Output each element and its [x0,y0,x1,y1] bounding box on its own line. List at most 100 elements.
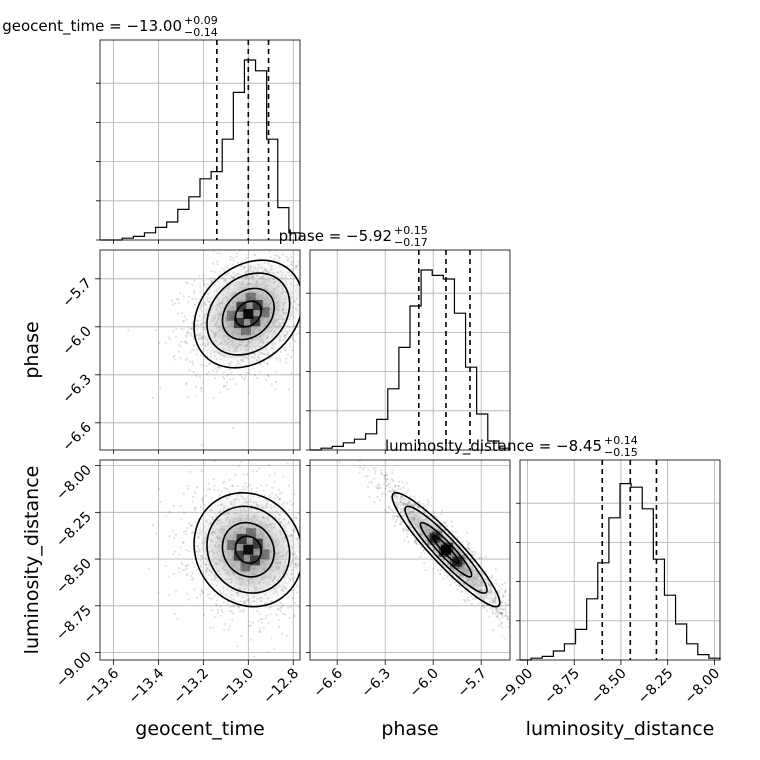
scatter-point [228,478,231,482]
scatter-point [306,255,308,257]
scatter-point [300,281,302,283]
scatter-point [182,540,185,544]
scatter-point [270,637,273,640]
scatter-point [301,549,303,551]
scatter-point [280,491,283,494]
axes-frame [519,459,721,661]
scatter-point [265,614,268,617]
scatter-point [432,567,435,570]
scatter-point [306,567,308,569]
scatter-point [260,484,263,487]
scatter-point [391,469,394,472]
scatter-point [406,535,409,539]
scatter-point [446,524,449,528]
scatter-point [460,590,463,593]
scatter-point [449,583,452,587]
scatter-point [302,509,304,511]
scatter-point [193,506,196,509]
scatter-point [185,357,189,360]
scatter-point [264,617,267,620]
scatter-point [243,378,246,381]
scatter-point [376,495,379,498]
scatter-point [249,638,252,642]
scatter-point [304,324,306,326]
hist-step-phase [310,269,511,451]
scatter-point [178,343,181,346]
panel-inner [127,242,308,447]
scatter-point [413,541,416,544]
scatter-point [198,274,201,277]
scatter-point [175,328,178,331]
scatter-point [505,589,508,592]
scatter-point [176,312,180,315]
scatter-point [496,613,499,616]
scatter-point [154,328,157,332]
scatter-point [267,375,270,378]
scatter-point [304,485,306,487]
scatter-point [393,524,396,528]
scatter-point [187,563,190,567]
scatter-point [298,262,300,265]
scatter-point [151,396,154,399]
scatter-point [281,632,284,635]
title-text: geocent_time = −13.00 [2,17,182,36]
scatter-point [202,591,205,594]
scatter-point [284,613,287,616]
scatter-point [236,252,239,255]
scatter-point [290,372,293,375]
scatter-point [193,292,196,295]
scatter-point [207,488,210,491]
scatter-point [301,292,303,294]
scatter-point [231,618,234,621]
scatter-point [290,503,293,506]
density-cell [243,544,254,555]
scatter-point [401,481,404,484]
scatter-point [180,311,184,315]
scatter-point [245,473,249,476]
scatter-point [236,645,239,648]
scatter-point [219,605,222,608]
scatter-point [432,510,435,514]
scatter-point [191,362,194,366]
scatter-point [477,602,480,605]
scatter-point [467,547,470,550]
scatter-point [300,332,302,334]
scatter-point [174,550,177,553]
scatter-point [186,487,190,490]
scatter-point [259,370,262,373]
scatter-point [358,471,361,474]
scatter-point [179,505,182,508]
scatter-point [198,375,202,379]
scatter-point [177,350,180,353]
scatter-point [185,529,188,533]
scatter-point [221,481,224,484]
scatter-point [244,242,246,244]
scatter-point [260,621,264,624]
contour-level-2 [221,287,275,341]
scatter-point [301,587,303,589]
scatter-point [304,271,306,273]
scatter-point [302,324,304,326]
scatter-point [384,510,388,513]
scatter-point [300,606,302,608]
scatter-point [182,530,185,534]
scatter-point [306,303,308,305]
scatter-point [176,617,179,620]
scatter-point [388,482,391,485]
scatter-point [289,256,292,259]
scatter-point [200,588,203,591]
scatter-point [268,474,271,477]
scatter-point [168,510,171,514]
scatter-point [196,486,199,489]
scatter-point [238,465,241,468]
scatter-point [223,377,226,380]
scatter-point [188,360,192,363]
density-cell [252,300,263,311]
scatter-point [274,380,277,384]
axes-frame [309,249,511,451]
scatter-point [185,567,188,570]
scatter-point [279,609,283,612]
scatter-point [195,506,198,509]
scatter-point [179,292,182,295]
scatter-point [463,599,467,602]
